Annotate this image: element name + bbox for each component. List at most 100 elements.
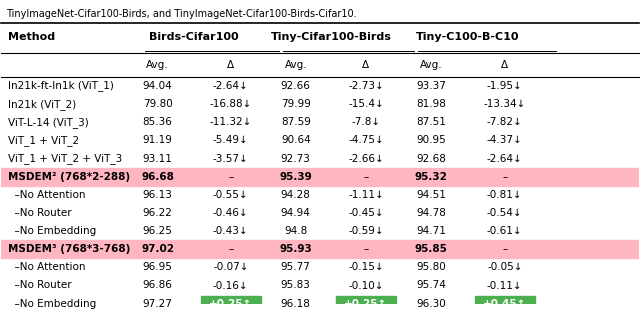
- Text: 96.68: 96.68: [141, 172, 174, 182]
- Text: 87.59: 87.59: [281, 117, 311, 127]
- Text: 97.27: 97.27: [143, 299, 172, 309]
- Text: 93.11: 93.11: [143, 153, 172, 164]
- Text: 96.86: 96.86: [143, 281, 172, 290]
- Text: -15.4↓: -15.4↓: [348, 99, 384, 109]
- Text: Δ: Δ: [227, 60, 234, 70]
- Bar: [335, 296, 396, 310]
- Text: 90.64: 90.64: [281, 135, 310, 145]
- Text: –: –: [228, 172, 234, 182]
- Text: ViT_1 + ViT_2: ViT_1 + ViT_2: [8, 135, 79, 146]
- Text: 96.22: 96.22: [143, 208, 172, 218]
- Text: -0.55↓: -0.55↓: [213, 190, 248, 200]
- Text: –No Attention: –No Attention: [8, 262, 85, 272]
- Text: –No Attention: –No Attention: [8, 190, 85, 200]
- Text: –: –: [228, 244, 234, 254]
- Bar: [200, 296, 261, 310]
- Text: In21k (ViT_2): In21k (ViT_2): [8, 99, 76, 110]
- Text: -0.16↓: -0.16↓: [213, 281, 248, 290]
- Text: -0.45↓: -0.45↓: [348, 208, 384, 218]
- Text: -13.34↓: -13.34↓: [484, 99, 526, 109]
- Text: Δ: Δ: [501, 60, 508, 70]
- Text: 93.37: 93.37: [416, 81, 446, 91]
- Text: -0.10↓: -0.10↓: [348, 281, 383, 290]
- Text: 94.8: 94.8: [284, 226, 307, 236]
- Text: +0.45↑: +0.45↑: [483, 299, 527, 309]
- Text: Tiny-C100-B-C10: Tiny-C100-B-C10: [416, 32, 520, 42]
- Text: –No Router: –No Router: [8, 208, 72, 218]
- Text: 94.78: 94.78: [416, 208, 446, 218]
- Text: 96.25: 96.25: [143, 226, 172, 236]
- Text: 96.30: 96.30: [416, 299, 445, 309]
- Bar: [1, 240, 639, 258]
- Text: -0.46↓: -0.46↓: [213, 208, 248, 218]
- Text: -0.61↓: -0.61↓: [487, 226, 523, 236]
- Text: In21k-ft-In1k (ViT_1): In21k-ft-In1k (ViT_1): [8, 81, 114, 91]
- Text: MSDEM³ (768*3-768): MSDEM³ (768*3-768): [8, 244, 130, 254]
- Text: -0.59↓: -0.59↓: [348, 226, 384, 236]
- Text: -2.64↓: -2.64↓: [213, 81, 249, 91]
- Text: MSDEM² (768*2-288): MSDEM² (768*2-288): [8, 172, 130, 182]
- Text: 94.28: 94.28: [281, 190, 311, 200]
- Text: 95.74: 95.74: [416, 281, 446, 290]
- Text: -3.57↓: -3.57↓: [213, 153, 249, 164]
- Text: –: –: [502, 172, 508, 182]
- Text: -4.75↓: -4.75↓: [348, 135, 384, 145]
- Text: -7.8↓: -7.8↓: [351, 117, 380, 127]
- Text: –No Embedding: –No Embedding: [8, 299, 96, 309]
- Text: -2.64↓: -2.64↓: [487, 153, 523, 164]
- Text: 94.94: 94.94: [281, 208, 311, 218]
- Text: 94.71: 94.71: [416, 226, 446, 236]
- Text: -7.82↓: -7.82↓: [487, 117, 523, 127]
- Text: 87.51: 87.51: [416, 117, 446, 127]
- Text: -0.54↓: -0.54↓: [487, 208, 523, 218]
- Text: 95.32: 95.32: [415, 172, 447, 182]
- Text: 79.99: 79.99: [281, 99, 311, 109]
- Text: -0.81↓: -0.81↓: [487, 190, 523, 200]
- Text: 95.39: 95.39: [280, 172, 312, 182]
- Text: Δ: Δ: [362, 60, 369, 70]
- Text: TinyImageNet-Cifar100-Birds, and TinyImageNet-Cifar100-Birds-Cifar10.: TinyImageNet-Cifar100-Birds, and TinyIma…: [6, 9, 357, 19]
- Bar: [474, 296, 535, 310]
- Text: –No Router: –No Router: [8, 281, 72, 290]
- Text: +0.25↑: +0.25↑: [344, 299, 387, 309]
- Text: –: –: [364, 244, 369, 254]
- Text: -1.95↓: -1.95↓: [487, 81, 523, 91]
- Text: ViT_1 + ViT_2 + ViT_3: ViT_1 + ViT_2 + ViT_3: [8, 153, 122, 164]
- Text: 95.83: 95.83: [281, 281, 311, 290]
- Text: Method: Method: [8, 32, 55, 42]
- Text: -0.05↓: -0.05↓: [487, 262, 522, 272]
- Text: Avg.: Avg.: [146, 60, 169, 70]
- Text: 95.80: 95.80: [416, 262, 445, 272]
- Text: -16.88↓: -16.88↓: [210, 99, 252, 109]
- Text: 92.68: 92.68: [416, 153, 446, 164]
- Bar: [1, 168, 639, 186]
- Text: +0.25↑: +0.25↑: [209, 299, 252, 309]
- Text: 94.04: 94.04: [143, 81, 172, 91]
- Text: -11.32↓: -11.32↓: [210, 117, 252, 127]
- Text: 96.18: 96.18: [281, 299, 311, 309]
- Text: 95.77: 95.77: [281, 262, 311, 272]
- Text: Tiny-Cifar100-Birds: Tiny-Cifar100-Birds: [270, 32, 391, 42]
- Text: -0.07↓: -0.07↓: [213, 262, 248, 272]
- Text: 81.98: 81.98: [416, 99, 446, 109]
- Text: 96.95: 96.95: [143, 262, 172, 272]
- Text: -4.37↓: -4.37↓: [487, 135, 523, 145]
- Text: –: –: [502, 244, 508, 254]
- Text: 90.95: 90.95: [416, 135, 445, 145]
- Text: -0.43↓: -0.43↓: [213, 226, 248, 236]
- Text: 97.02: 97.02: [141, 244, 174, 254]
- Text: -1.11↓: -1.11↓: [348, 190, 384, 200]
- Text: 92.66: 92.66: [281, 81, 311, 91]
- Text: –: –: [364, 172, 369, 182]
- Text: -0.11↓: -0.11↓: [487, 281, 523, 290]
- Text: -2.73↓: -2.73↓: [348, 81, 384, 91]
- Text: ViT-L-14 (ViT_3): ViT-L-14 (ViT_3): [8, 117, 88, 128]
- Text: –No Embedding: –No Embedding: [8, 226, 96, 236]
- Text: Birds-Cifar100: Birds-Cifar100: [149, 32, 239, 42]
- Text: 85.36: 85.36: [143, 117, 172, 127]
- Text: Avg.: Avg.: [284, 60, 307, 70]
- Text: -5.49↓: -5.49↓: [213, 135, 249, 145]
- Text: 92.73: 92.73: [281, 153, 311, 164]
- Text: 95.93: 95.93: [280, 244, 312, 254]
- Text: Avg.: Avg.: [420, 60, 442, 70]
